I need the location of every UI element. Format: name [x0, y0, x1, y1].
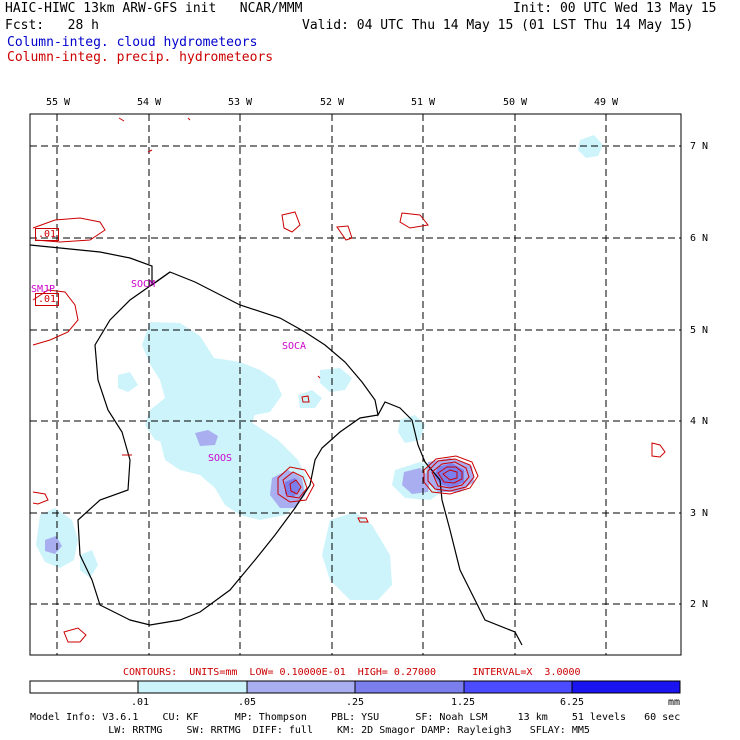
colorbar-label: .25 [346, 697, 365, 708]
colorbar-label: 6.25 [560, 697, 585, 708]
colorbar-label: .05 [238, 697, 257, 708]
header-title: HAIC-HIWC 13km ARW-GFS init NCAR/MMM [5, 1, 303, 16]
contour-value-label: .01 [35, 293, 60, 306]
contour-value-label: .01 [35, 228, 60, 241]
coastline [29, 244, 523, 646]
lon-label: 54 W [137, 97, 162, 108]
header-init-time: Init: 00 UTC Wed 13 May 15 [513, 1, 717, 16]
colorbar-segment [246, 680, 356, 694]
footer-model-info-2: LW: RRTMG SW: RRTMG DIFF: full KM: 2D Sm… [30, 725, 590, 736]
station-label: SMJP [31, 284, 56, 295]
lon-label: 55 W [46, 97, 71, 108]
lat-label: 5 N [690, 325, 709, 336]
header-valid-time: Valid: 04 UTC Thu 14 May 15 (01 LST Thu … [302, 18, 694, 33]
colorbar-segment [29, 680, 139, 694]
station-label: SOOS [208, 453, 233, 464]
colorbar-segment [463, 680, 573, 694]
colorbar-segment [137, 680, 248, 694]
header-forecast-hour: Fcst: 28 h [5, 18, 99, 33]
colorbar-label: 1.25 [451, 697, 476, 708]
colorbar-segment [354, 680, 465, 694]
lon-label: 52 W [320, 97, 345, 108]
lat-label: 6 N [690, 233, 709, 244]
legend-precip: Column-integ. precip. hydrometeors [7, 50, 274, 65]
station-label: SOCM [131, 279, 156, 290]
legend-cloud: Column-integ. cloud hydrometeors [7, 35, 258, 50]
colorbar-label: .01 [131, 697, 150, 708]
lat-label: 4 N [690, 416, 709, 427]
lat-label: 2 N [690, 599, 709, 610]
lat-label: 3 N [690, 508, 709, 519]
lat-label: 7 N [690, 141, 709, 152]
lon-label: 49 W [594, 97, 619, 108]
lon-label: 53 W [228, 97, 253, 108]
station-label: SOCA [282, 341, 307, 352]
colorbar-unit: mm [668, 697, 681, 708]
contours-info: CONTOURS: UNITS=mm LOW= 0.10000E-01 HIGH… [123, 667, 581, 678]
colorbar-segment [571, 680, 681, 694]
footer-model-info: Model Info: V3.6.1 CU: KF MP: Thompson P… [30, 712, 681, 723]
lon-label: 51 W [411, 97, 436, 108]
lon-label: 50 W [503, 97, 528, 108]
precip-contours [32, 117, 666, 643]
